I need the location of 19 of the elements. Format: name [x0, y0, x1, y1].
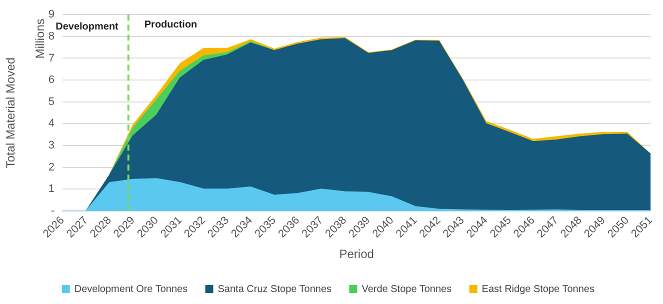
y-tick-label: - — [50, 204, 55, 217]
text: Millions — [32, 18, 47, 59]
y-tick-label: 4 — [48, 118, 55, 130]
legend-label: Development Ore Tonnes — [74, 284, 188, 295]
y-tick-label: 5 — [48, 96, 55, 108]
annotation: Development — [56, 21, 120, 32]
y-tick-label: 9 — [48, 8, 55, 21]
y-tick-label: 6 — [48, 74, 55, 86]
y-tick-label: 3 — [48, 140, 55, 152]
legend-label: Verde Stope Tonnes — [362, 284, 452, 295]
y-tick-label: 1 — [48, 183, 55, 196]
y-tick-label: 8 — [48, 30, 55, 42]
legend-label: East Ridge Stope Tonnes — [482, 284, 594, 295]
annotation: Production — [144, 19, 198, 30]
y-tick-label: 7 — [48, 52, 55, 64]
y-tick-label: 2 — [48, 161, 55, 174]
x-axis-title: Period — [339, 247, 374, 262]
y-axis-title: Total Material Moved — [4, 57, 18, 168]
legend-label: Santa Cruz Stope Tonnes — [218, 284, 332, 295]
